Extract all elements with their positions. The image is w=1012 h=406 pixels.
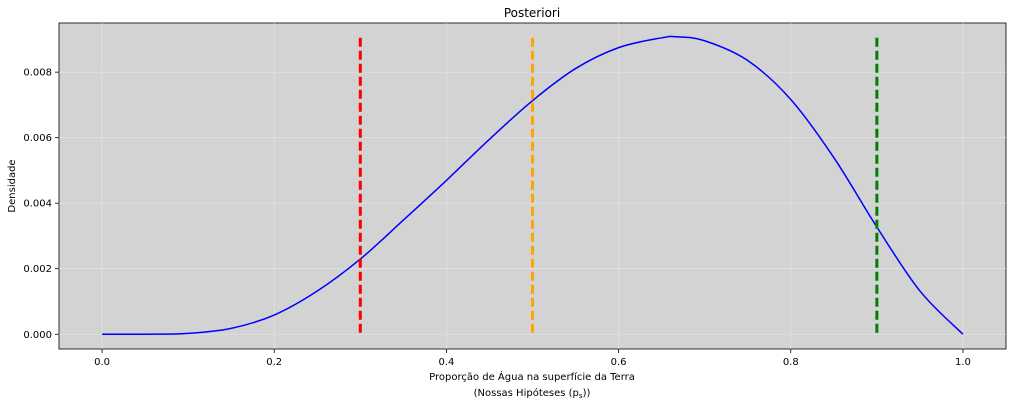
x-axis-label-line2-end: )) — [583, 388, 591, 399]
x-tick-label-0: 0.0 — [94, 357, 110, 368]
x-axis-label: Proporção de Água na superfície da Terra — [429, 370, 635, 383]
y-tick-label-2: 0.004 — [23, 199, 52, 210]
x-axis-label-line2: (Nossas Hipóteses (ps)) — [474, 387, 591, 400]
posterior-curve-0 — [102, 35, 964, 336]
chart-title: Posteriori — [504, 6, 560, 20]
y-tick-label-1: 0.002 — [23, 264, 52, 275]
data-layer — [102, 35, 964, 336]
x-tick-label-4: 0.8 — [783, 357, 799, 368]
x-axis-label-line2-start: (Nossas Hipóteses (p — [474, 387, 579, 399]
x-tick-label-1: 0.2 — [266, 357, 282, 368]
y-tick-label-4: 0.008 — [23, 68, 52, 79]
y-axis-label: Densidade — [7, 159, 18, 212]
x-tick-label-2: 0.4 — [438, 357, 454, 368]
x-tick-label-3: 0.6 — [611, 357, 627, 368]
x-tick-label-5: 1.0 — [955, 357, 971, 368]
y-tick-label-0: 0.000 — [23, 330, 52, 341]
axes: 0.0 0.2 0.4 0.6 0.8 1.0 0.000 0.002 0.004 0.006 0.… — [23, 68, 971, 368]
y-tick-label-3: 0.006 — [23, 133, 52, 144]
x-axis-label-line2-sub: s — [579, 392, 583, 400]
